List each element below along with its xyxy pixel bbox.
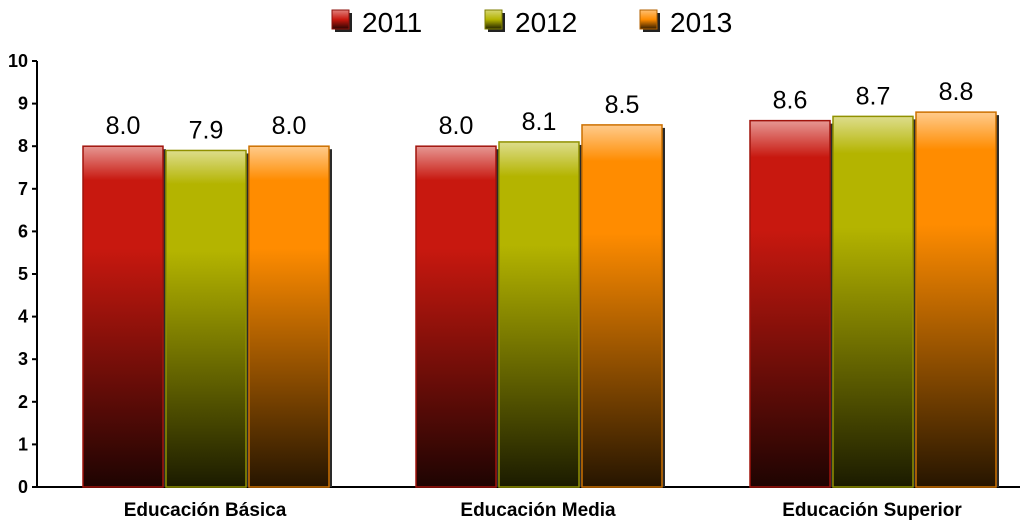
bar xyxy=(498,141,580,488)
y-tick-label: 3 xyxy=(18,349,28,369)
data-label: 8.0 xyxy=(106,112,141,140)
bar xyxy=(749,119,831,488)
category-label: Educación Superior xyxy=(782,500,962,521)
bar-2011-3 xyxy=(749,119,833,488)
bar-2013-2 xyxy=(581,124,665,488)
category-label: Educación Media xyxy=(460,500,616,521)
y-tick-label: 7 xyxy=(18,179,28,199)
category-label: Educación Básica xyxy=(124,500,287,521)
legend-item-2012: 2012 xyxy=(484,7,577,38)
data-label: 8.6 xyxy=(773,87,808,115)
y-tick-label: 10 xyxy=(8,51,28,71)
bar-2013-3 xyxy=(915,111,999,488)
y-tick-label: 2 xyxy=(18,392,28,412)
legend-label: 2013 xyxy=(670,7,732,38)
data-label: 8.0 xyxy=(439,112,474,140)
bar xyxy=(581,124,663,488)
bar-2012-2 xyxy=(498,141,582,488)
y-tick-label: 0 xyxy=(18,477,28,497)
data-label: 8.0 xyxy=(272,112,307,140)
bar xyxy=(165,149,247,488)
y-tick-label: 9 xyxy=(18,94,28,114)
bar xyxy=(82,145,164,488)
y-tick-label: 1 xyxy=(18,434,28,454)
y-tick-label: 5 xyxy=(18,264,28,284)
legend-item-2011: 2011 xyxy=(331,7,422,38)
legend: 2011 2012 2013 xyxy=(331,7,732,38)
legend-swatch xyxy=(331,9,350,30)
y-tick-label: 4 xyxy=(18,307,28,327)
legend-swatch xyxy=(639,9,658,30)
data-label: 8.1 xyxy=(522,108,557,136)
legend-label: 2011 xyxy=(362,7,422,38)
legend-item-2013: 2013 xyxy=(639,7,732,38)
legend-label: 2012 xyxy=(515,7,577,38)
bar-2012-1 xyxy=(165,149,249,488)
bar xyxy=(248,145,330,488)
value-labels: 8.0 7.9 8.0 8.0 8.1 8.5 8.6 8.7 8.8 xyxy=(106,78,974,144)
y-tick-label: 6 xyxy=(18,221,28,241)
bar-2012-3 xyxy=(832,115,916,488)
data-label: 8.8 xyxy=(939,78,974,106)
data-label: 7.9 xyxy=(189,116,224,144)
y-tick-label: 8 xyxy=(18,136,28,156)
bars xyxy=(82,111,999,488)
bar-2013-1 xyxy=(248,145,332,488)
bar xyxy=(415,145,497,488)
bar-2011-1 xyxy=(82,145,166,488)
data-label: 8.7 xyxy=(856,82,891,110)
bar-2011-2 xyxy=(415,145,499,488)
data-label: 8.5 xyxy=(605,91,640,119)
legend-swatch xyxy=(484,9,503,30)
bar xyxy=(915,111,997,488)
x-axis: Educación Básica Educación Media Educación… xyxy=(124,500,963,521)
bar xyxy=(832,115,914,488)
